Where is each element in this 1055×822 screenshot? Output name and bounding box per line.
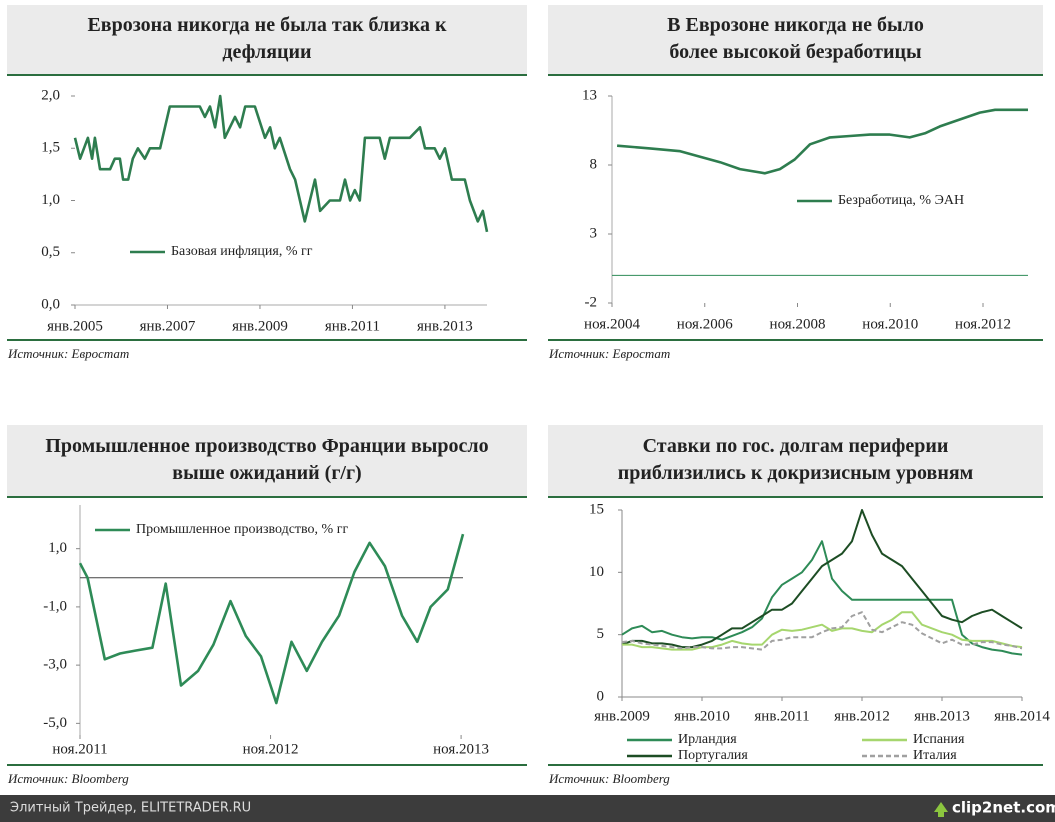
x-tick-label: ноя.2004 <box>584 316 640 332</box>
x-tick-label: ноя.2013 <box>433 741 489 757</box>
y-tick-label: 1,0 <box>48 540 67 556</box>
source: Источник: Bloomberg <box>7 771 129 786</box>
x-tick-label: ноя.2006 <box>677 316 733 332</box>
chart-title: приблизились к докризисным уровням <box>618 462 974 484</box>
source: Источник: Евростат <box>7 346 129 361</box>
footer-bar <box>0 795 1055 822</box>
y-tick-label: 15 <box>589 501 604 517</box>
y-tick-label: 0,0 <box>41 296 60 312</box>
title-band <box>548 425 1043 497</box>
chart-title: выше ожиданий (г/г) <box>172 462 361 484</box>
chart-title: Промышленное производство Франции выросл… <box>45 435 488 457</box>
x-tick-label: ноя.2010 <box>862 316 918 332</box>
y-tick-label: -1,0 <box>43 598 67 614</box>
x-tick-label: ноя.2012 <box>955 316 1011 332</box>
chart-title: Еврозона никогда не была так близка к <box>87 14 447 36</box>
x-tick-label: янв.2011 <box>754 708 809 724</box>
y-tick-label: 5 <box>597 626 605 642</box>
y-tick-label: -5,0 <box>43 715 67 731</box>
x-tick-label: янв.2013 <box>417 318 473 334</box>
x-tick-label: янв.2010 <box>674 708 730 724</box>
x-tick-label: янв.2009 <box>594 708 650 724</box>
legend-label: Ирландия <box>678 732 737 747</box>
x-tick-label: ноя.2008 <box>770 316 826 332</box>
legend-label: Промышленное производство, % гг <box>136 522 348 537</box>
source: Источник: Евростат <box>548 346 670 361</box>
y-tick-label: 0 <box>597 688 605 704</box>
chart-title: более высокой безработицы <box>669 41 922 63</box>
data-line <box>622 611 1023 651</box>
legend-label: Безработица, % ЭАН <box>838 193 964 208</box>
logo-icon <box>934 802 948 817</box>
x-tick-label: янв.2007 <box>140 318 196 334</box>
chart-title: Ставки по гос. долгам периферии <box>643 435 949 457</box>
legend-label: Италия <box>913 748 957 763</box>
title-band <box>548 5 1043 75</box>
data-line <box>616 108 1028 175</box>
x-tick-label: янв.2011 <box>325 318 380 334</box>
x-tick-label: янв.2013 <box>914 708 970 724</box>
y-tick-label: 3 <box>590 225 598 241</box>
x-tick-label: янв.2012 <box>834 708 890 724</box>
x-tick-label: янв.2005 <box>47 318 103 334</box>
footer-logo[interactable]: clip2net.com <box>952 799 1055 817</box>
data-line <box>78 533 465 705</box>
x-tick-label: янв.2009 <box>232 318 288 334</box>
chart-title: дефляции <box>222 41 311 63</box>
y-tick-label: -2 <box>585 294 598 310</box>
y-tick-label: 10 <box>589 564 604 580</box>
data-line <box>621 540 1023 656</box>
source: Источник: Bloomberg <box>548 771 670 786</box>
x-tick-label: янв.2014 <box>994 708 1050 724</box>
y-tick-label: 13 <box>582 87 597 103</box>
y-tick-label: 8 <box>590 156 598 172</box>
legend-label: Базовая инфляция, % гг <box>171 244 313 259</box>
data-line <box>621 611 1023 651</box>
legend-label: Испания <box>913 732 965 747</box>
chart-title: В Еврозоне никогда не было <box>667 14 924 36</box>
y-tick-label: 2,0 <box>41 87 60 103</box>
y-tick-label: 1,0 <box>41 192 60 208</box>
title-band <box>7 425 527 497</box>
y-tick-label: 0,5 <box>41 244 60 260</box>
data-line <box>621 509 1023 649</box>
x-tick-label: ноя.2012 <box>243 741 299 757</box>
x-tick-label: ноя.2011 <box>52 741 107 757</box>
y-tick-label: 1,5 <box>41 140 60 156</box>
data-line <box>73 94 489 233</box>
footer-site: Элитный Трейдер, ELITETRADER.RU <box>10 801 251 816</box>
legend-label: Португалия <box>678 748 748 763</box>
title-band <box>7 5 527 75</box>
y-tick-label: -3,0 <box>43 657 67 673</box>
